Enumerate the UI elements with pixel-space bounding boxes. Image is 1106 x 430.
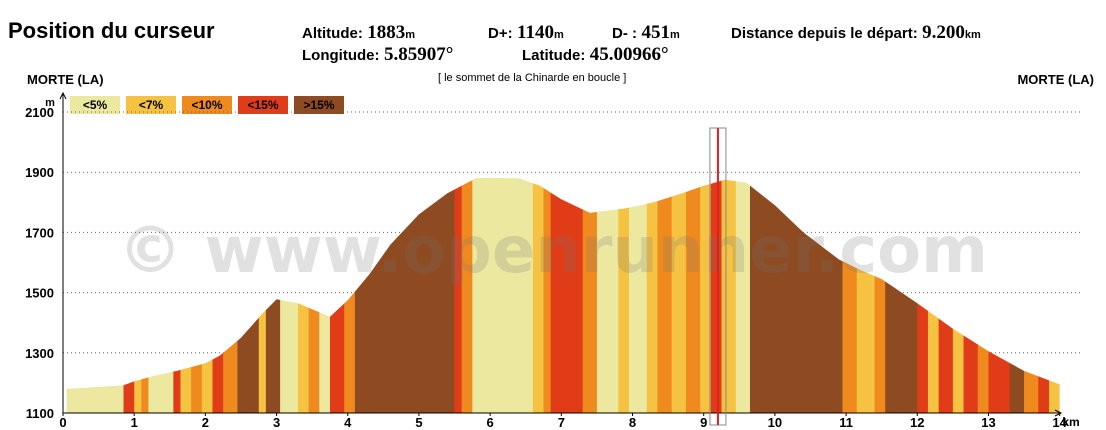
watermark: © www.openrunner.com — [118, 214, 988, 288]
dplus-unit: m — [554, 29, 564, 41]
route-name: [ le sommet de la Chinarde en boucle ] — [438, 72, 627, 84]
start-location: MORTE (LA) — [27, 72, 104, 87]
y-tick-label: 1100 — [26, 406, 54, 421]
grade-segment — [646, 177, 658, 413]
grade-segment — [582, 177, 598, 413]
grade-segment — [657, 177, 673, 413]
legend-item: <5% — [70, 96, 120, 114]
x-tick-label: 6 — [487, 415, 494, 430]
latitude-label: Latitude: — [522, 47, 586, 64]
end-location: MORTE (LA) — [1017, 72, 1094, 87]
longitude-value: 5.85907° — [383, 44, 454, 65]
dplus-label: D+: — [488, 25, 513, 42]
grade-segment — [461, 177, 473, 413]
legend-item: <7% — [126, 96, 176, 114]
grade-segment — [685, 177, 701, 413]
dminus-label: D- : — [612, 25, 637, 42]
x-tick-label: 0 — [59, 415, 66, 430]
grade-segment — [596, 177, 619, 413]
y-tick-label: 1700 — [25, 225, 54, 240]
legend-item: <10% — [182, 96, 232, 114]
x-tick-label: 9 — [700, 415, 707, 430]
legend-item: >15% — [294, 96, 344, 114]
altitude-label: Altitude: — [302, 25, 363, 42]
grade-segment — [700, 177, 712, 413]
grade-segment — [710, 177, 722, 413]
x-axis-arrow — [1054, 409, 1063, 417]
x-tick-label: 5 — [415, 415, 422, 430]
x-tick-label: 11 — [839, 415, 853, 430]
distance-unit: km — [964, 29, 981, 41]
altitude-unit: m — [405, 29, 416, 41]
distance-readout: Distance depuis le départ: 9.200km — [731, 22, 981, 44]
x-tick-label: 13 — [981, 415, 995, 430]
longitude-readout: Longitude: 5.85907° — [302, 44, 453, 66]
grade-segment — [550, 177, 584, 413]
dminus-unit: m — [669, 29, 680, 41]
grade-segment — [532, 177, 544, 413]
grade-segment — [628, 177, 648, 413]
y-axis-arrow — [59, 91, 67, 100]
x-axis-label: km — [1062, 415, 1079, 429]
y-tick-label: 1900 — [25, 165, 54, 180]
y-tick-label: 1500 — [25, 286, 54, 301]
grade-segment — [472, 177, 534, 413]
grade-segment — [988, 177, 1011, 413]
x-tick-label: 10 — [768, 415, 782, 430]
grade-segment — [1038, 177, 1050, 413]
dminus-value: 451 — [641, 22, 670, 43]
legend-item: <15% — [238, 96, 288, 114]
grade-segment — [1009, 177, 1025, 413]
distance-label: Distance depuis le départ: — [731, 25, 918, 42]
dplus-value: 1140 — [517, 22, 554, 43]
grade-segment — [618, 177, 630, 413]
x-tick-label: 7 — [558, 415, 565, 430]
x-tick-label: 2 — [202, 415, 209, 430]
page-title: Position du curseur — [8, 18, 215, 43]
dminus-readout: D- : 451m — [612, 22, 680, 44]
distance-value: 9.200 — [922, 22, 965, 43]
x-tick-label: 12 — [910, 415, 924, 430]
grade-segment — [671, 177, 687, 413]
longitude-label: Longitude: — [302, 47, 380, 64]
altitude-value: 1883 — [367, 22, 406, 43]
grade-segment — [1024, 177, 1039, 413]
x-tick-label: 8 — [629, 415, 636, 430]
y-tick-label: 1300 — [25, 346, 54, 361]
x-tick-label: 4 — [344, 415, 352, 430]
x-tick-label: 3 — [273, 415, 280, 430]
x-tick-label: 1 — [131, 415, 138, 430]
grade-segment — [1048, 177, 1060, 413]
grade-segment — [66, 177, 124, 413]
latitude-readout: Latitude: 45.00966° — [522, 44, 669, 66]
grade-segment — [454, 177, 463, 413]
latitude-value: 45.00966° — [589, 44, 669, 65]
dplus-readout: D+: 1140m — [488, 22, 564, 44]
x-tick-label: 14 — [1052, 415, 1067, 430]
altitude-readout: Altitude: 1883m — [302, 22, 415, 44]
y-axis-label: m — [45, 97, 55, 109]
grade-segment — [874, 177, 886, 413]
grade-segment — [735, 177, 751, 413]
grade-segment — [543, 177, 552, 413]
y-tick-label: 2100 — [25, 105, 54, 120]
grade-segment — [721, 177, 737, 413]
